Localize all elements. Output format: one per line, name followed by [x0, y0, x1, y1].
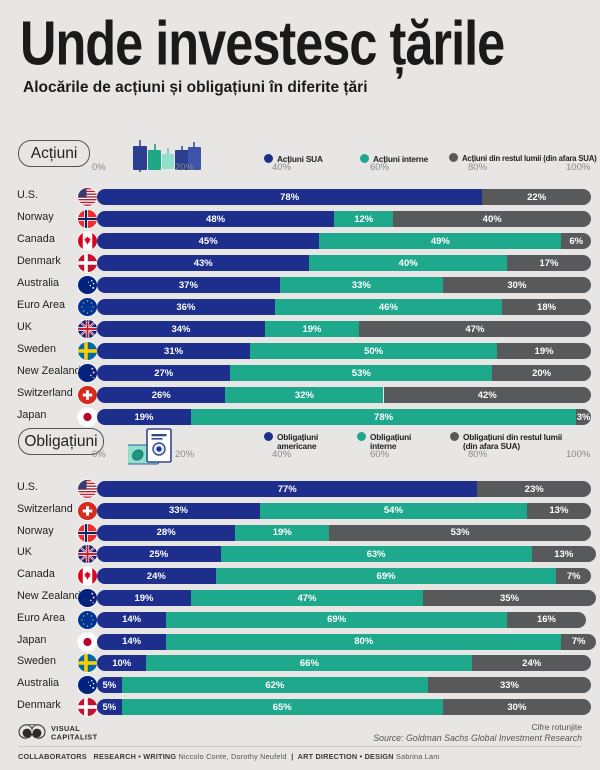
svg-text:CAPITALIST: CAPITALIST	[51, 733, 98, 742]
